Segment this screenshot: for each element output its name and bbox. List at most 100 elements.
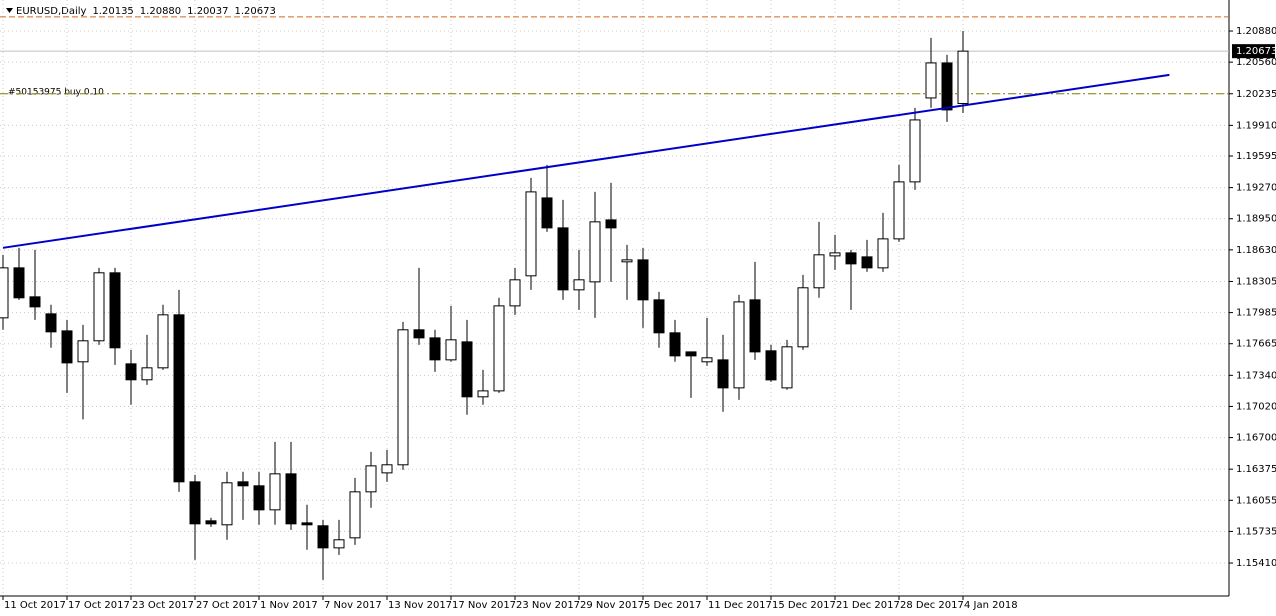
x-tick-label: 17 Oct 2017 [68,600,130,611]
candle-body [429,337,441,361]
candle-body [941,62,953,111]
candle-body [925,62,937,99]
candle-body [909,119,921,183]
y-tick-label: 1.20560 [1236,57,1276,68]
x-tick-label: 28 Dec 2017 [900,600,964,611]
candle-body [189,481,201,525]
candle-body [45,313,57,333]
x-tick-label: 4 Jan 2018 [964,600,1018,611]
y-tick-label: 1.19910 [1236,120,1276,131]
y-tick-label: 1.17340 [1236,370,1276,381]
header-value: 1.20135 [92,6,133,17]
candle-body [349,491,361,539]
x-tick-label: 27 Oct 2017 [196,600,258,611]
header-value: 1.20880 [140,6,181,17]
y-tick-label: 1.20235 [1236,89,1276,100]
y-tick-label: 1.15735 [1236,526,1276,537]
y-tick-label: 1.18950 [1236,214,1276,225]
header-icon [6,8,13,13]
candle-body [109,272,121,349]
y-tick-label: 1.19270 [1236,183,1276,194]
order-label: #50153975 buy 0.10 [8,88,104,98]
candle-body [381,464,393,474]
candle-body [29,296,41,308]
x-tick-label: 1 Nov 2017 [260,600,318,611]
candle-body [365,465,377,493]
y-tick-label: 1.17665 [1236,339,1276,350]
y-tick-label: 1.17020 [1236,401,1276,412]
candle-body [685,351,697,357]
x-tick-label: 21 Dec 2017 [836,600,900,611]
candle-body [205,520,217,525]
candle-body [333,539,345,549]
x-tick-label: 11 Dec 2017 [708,600,772,611]
y-tick-label: 1.19595 [1236,151,1276,162]
x-tick-label: 29 Nov 2017 [580,600,644,611]
candle-body [477,390,489,398]
y-tick-label: 1.16375 [1236,464,1276,475]
candle-body [861,256,873,269]
candle-body [621,259,633,263]
candle-body [413,329,425,339]
candle-body [653,299,665,334]
current-price-label: 1.20673 [1236,46,1276,57]
candle-body [253,485,265,511]
candle-body [813,254,825,289]
y-tick-label: 1.15410 [1236,558,1276,569]
candle-body [573,279,585,291]
candle-body [605,219,617,229]
candle-body [589,221,601,283]
candle-body [525,191,537,277]
y-tick-label: 1.16700 [1236,433,1276,444]
candle-body [797,287,809,348]
x-tick-label: 5 Dec 2017 [644,600,702,611]
candle-body [781,346,793,389]
candle-body [237,481,249,487]
candle-body [301,522,313,526]
header-value: 1.20037 [187,6,228,17]
candle-body [557,227,569,291]
x-tick-label: 23 Oct 2017 [132,600,194,611]
y-tick-label: 1.18630 [1236,245,1276,256]
symbol: EURUSD,Daily [16,6,87,17]
candle-body [765,350,777,381]
candle-body [285,473,297,525]
candle-body [717,359,729,389]
candle-body [125,363,137,381]
candle-body [157,314,169,369]
candle-body [845,252,857,265]
candle-body [13,267,25,299]
candle-body [877,238,889,269]
candle-body [445,339,457,361]
header: EURUSD,Daily 1.20135 1.20880 1.20037 1.20673 [16,6,276,17]
candle-body [509,279,521,307]
candle-body [93,272,105,342]
x-tick-label: 7 Nov 2017 [324,600,382,611]
current-price-box [1232,44,1275,59]
candle-body [541,197,553,229]
candle-body [61,330,73,364]
y-tick-label: 1.18305 [1236,276,1276,287]
candle-body [317,525,329,549]
candle-body [733,301,745,389]
x-tick-label: 15 Dec 2017 [772,600,836,611]
candle-body [749,299,761,353]
candle-body [0,267,9,319]
candle-body [957,50,969,104]
candles [0,31,969,580]
candle-body [397,329,409,466]
candle-body [701,357,713,363]
candle-body [461,341,473,398]
candle-body [221,482,233,526]
y-tick-label: 1.20880 [1236,26,1276,37]
x-tick-label: 11 Oct 2017 [4,600,66,611]
candle-body [893,181,905,240]
candle-body [269,473,281,511]
x-tick-label: 13 Nov 2017 [388,600,452,611]
trendline [2,73,1170,249]
x-tick-label: 17 Nov 2017 [452,600,516,611]
y-tick-label: 1.17985 [1236,308,1276,319]
candle-body [141,367,153,381]
